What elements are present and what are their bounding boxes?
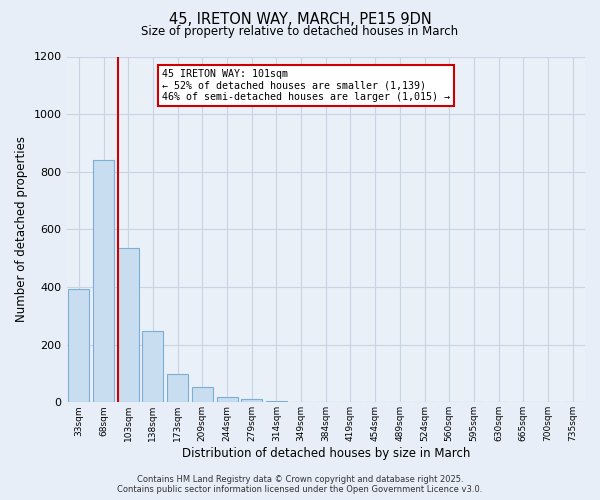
Bar	[93, 160, 114, 402]
Y-axis label: Number of detached properties: Number of detached properties	[15, 136, 28, 322]
Bar	[241, 400, 262, 402]
Text: Contains HM Land Registry data © Crown copyright and database right 2025.
Contai: Contains HM Land Registry data © Crown c…	[118, 474, 482, 494]
Bar	[266, 401, 287, 402]
Text: 45 IRETON WAY: 101sqm
← 52% of detached houses are smaller (1,139)
46% of semi-d: 45 IRETON WAY: 101sqm ← 52% of detached …	[163, 68, 451, 102]
Bar	[68, 289, 89, 403]
Bar	[167, 374, 188, 402]
Bar	[192, 388, 213, 402]
Bar	[142, 331, 163, 402]
Bar	[118, 248, 139, 402]
Text: 45, IRETON WAY, MARCH, PE15 9DN: 45, IRETON WAY, MARCH, PE15 9DN	[169, 12, 431, 28]
X-axis label: Distribution of detached houses by size in March: Distribution of detached houses by size …	[182, 447, 470, 460]
Bar	[217, 397, 238, 402]
Text: Size of property relative to detached houses in March: Size of property relative to detached ho…	[142, 25, 458, 38]
